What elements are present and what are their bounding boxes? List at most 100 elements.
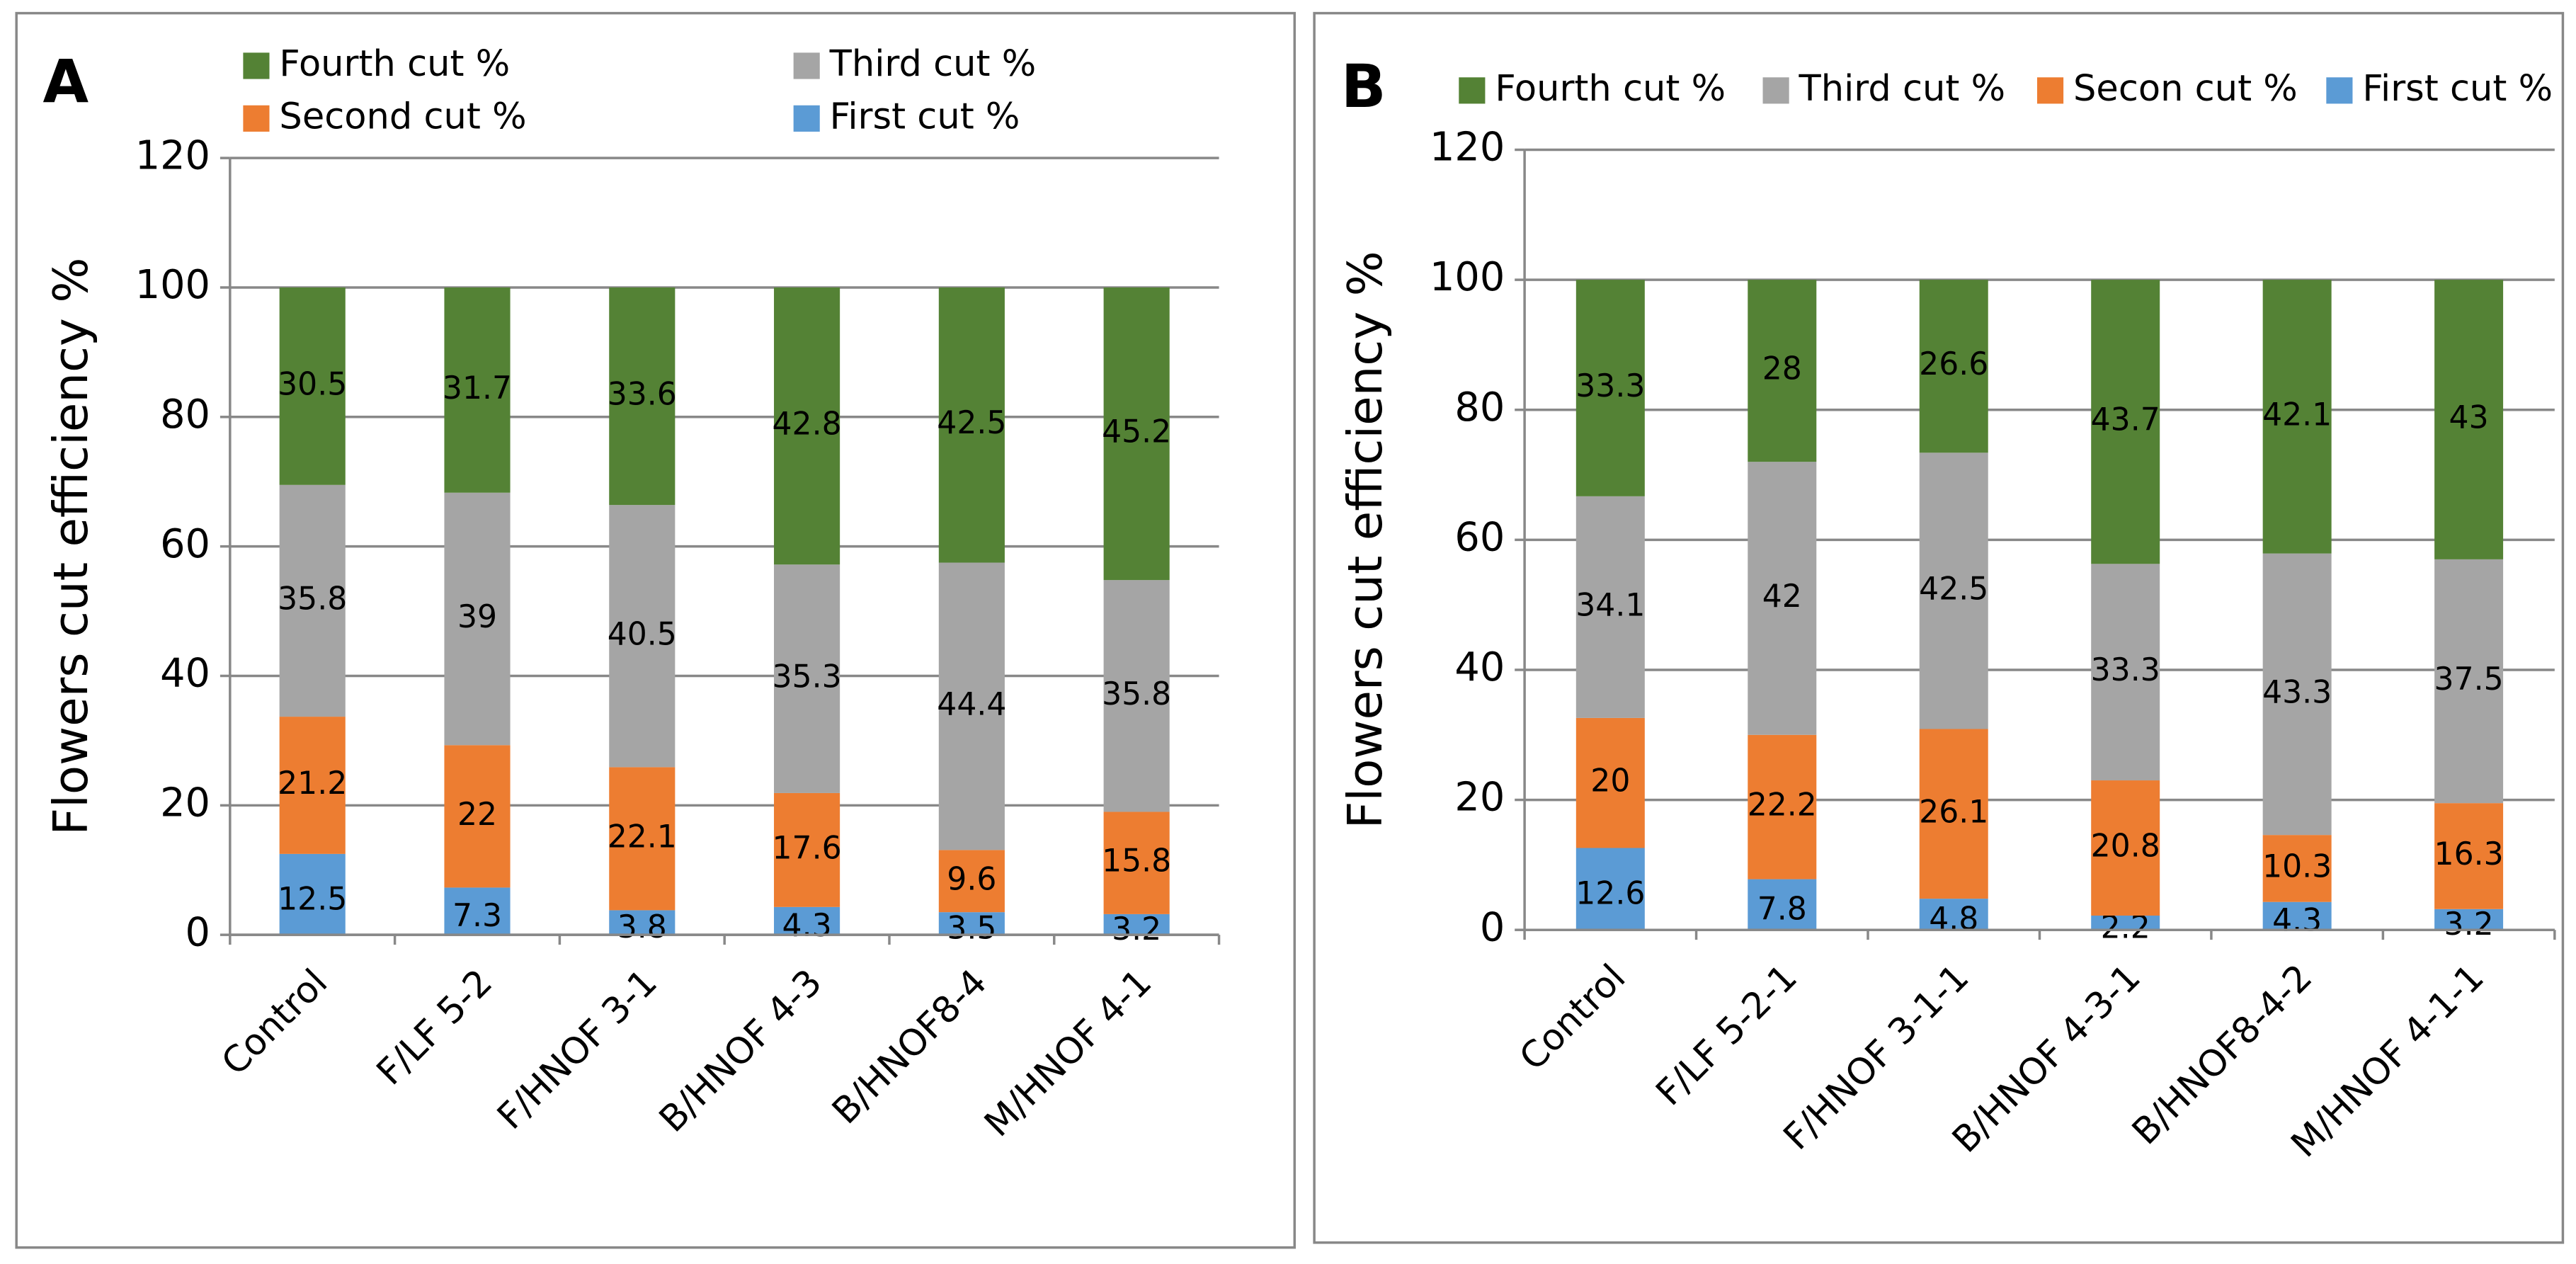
- data-label: 43.3: [2262, 674, 2332, 710]
- y-tick-label: 120: [135, 132, 210, 178]
- data-label: 26.1: [1919, 794, 1988, 830]
- y-tick-label: 40: [160, 651, 210, 697]
- panel-frame: [15, 11, 1296, 1249]
- bar-segment: [609, 505, 676, 768]
- bar-segment: [2262, 901, 2332, 930]
- x-tick-label: B/HNOF 4-3: [651, 962, 830, 1141]
- data-label: 15.8: [1102, 843, 1171, 879]
- data-label: 17.6: [773, 830, 842, 866]
- y-axis-title: Flowers cut efficiency %: [1337, 251, 1393, 829]
- legend-swatch: [2036, 77, 2064, 104]
- bar-segment: [2434, 803, 2504, 909]
- data-label: 7.8: [1757, 892, 1807, 928]
- bar-segment: [1575, 717, 1645, 848]
- x-tick-label: B/HNOF8-4: [825, 962, 996, 1132]
- data-label: 9.6: [947, 861, 996, 897]
- bar-segment: [1919, 280, 1988, 453]
- bar-segment: [279, 853, 346, 935]
- data-label: 42.5: [937, 405, 1006, 441]
- data-label: 4.3: [2272, 903, 2322, 939]
- x-tick-label: Control: [214, 962, 336, 1083]
- bar-segment: [1748, 879, 1817, 930]
- bar-segment: [2091, 564, 2160, 781]
- bar-segment: [2091, 780, 2160, 916]
- bar-segment: [2434, 559, 2504, 804]
- data-label: 42.8: [773, 406, 842, 443]
- data-label: 43.7: [2091, 402, 2160, 438]
- bar-segment: [279, 287, 346, 485]
- data-label: 35.8: [278, 581, 347, 617]
- data-label: 35.8: [1102, 676, 1171, 712]
- data-label: 35.3: [773, 659, 842, 695]
- x-tick-label: F/LF 5-2-1: [1648, 957, 1806, 1114]
- legend-label: First cut %: [830, 96, 1020, 137]
- legend-swatch: [243, 52, 270, 79]
- data-label: 20.8: [2091, 828, 2160, 864]
- bar-segment: [2091, 915, 2160, 930]
- x-tick-label: M/HNOF 4-1: [976, 962, 1160, 1145]
- bar-segment: [938, 287, 1005, 563]
- bar-segment: [1919, 899, 1988, 930]
- bar-segment: [609, 910, 676, 935]
- bar-segment: [1748, 280, 1817, 462]
- y-axis-title: Flowers cut efficiency %: [42, 258, 98, 836]
- data-label: 21.2: [278, 765, 347, 802]
- x-tick-label: F/LF 5-2: [369, 962, 501, 1093]
- bar-segment: [1103, 287, 1170, 581]
- legend-label: Second cut %: [279, 96, 526, 137]
- bar-segment: [774, 792, 840, 907]
- data-label: 39: [457, 599, 497, 635]
- legend-swatch: [243, 105, 270, 132]
- bar-segment: [1919, 729, 1988, 899]
- data-label: 22: [457, 797, 497, 833]
- legend-label: Third cut %: [829, 43, 1037, 85]
- bar-segment: [444, 287, 511, 493]
- bar-segment: [2262, 280, 2332, 554]
- bar-segment: [774, 564, 840, 793]
- legend-swatch: [2326, 77, 2353, 104]
- legend-label: Secon cut %: [2073, 68, 2298, 110]
- data-label: 26.6: [1919, 346, 1988, 382]
- data-label: 4.3: [782, 908, 832, 944]
- y-tick-label: 60: [1454, 514, 1505, 560]
- data-label: 3.2: [2444, 906, 2494, 943]
- bar-segment: [938, 850, 1005, 913]
- y-tick-label: 20: [160, 780, 210, 826]
- bar-segment: [1103, 580, 1170, 812]
- bar-segment: [938, 912, 1005, 935]
- data-label: 28: [1762, 351, 1802, 387]
- data-label: 33.3: [1575, 368, 1645, 404]
- bar-segment: [279, 717, 346, 854]
- bar-segment: [2091, 280, 2160, 564]
- data-label: 22.2: [1748, 787, 1817, 824]
- panel-label: B: [1341, 52, 1386, 121]
- bar-segment: [774, 287, 840, 565]
- y-tick-label: 100: [135, 262, 210, 308]
- bar-segment: [1575, 496, 1645, 718]
- y-tick-label: 20: [1454, 775, 1505, 821]
- bar-segment: [1575, 280, 1645, 496]
- data-label: 3.8: [617, 909, 667, 945]
- bar-segment: [1748, 734, 1817, 879]
- data-label: 45.2: [1102, 414, 1171, 450]
- data-label: 34.1: [1575, 587, 1645, 623]
- bar-segment: [279, 484, 346, 717]
- data-label: 42.1: [2262, 397, 2332, 433]
- data-label: 20: [1590, 763, 1630, 799]
- y-tick-label: 120: [1430, 125, 1505, 171]
- data-label: 43: [2449, 399, 2489, 435]
- data-label: 12.6: [1575, 876, 1645, 912]
- data-label: 3.5: [947, 910, 996, 946]
- y-tick-label: 0: [186, 909, 210, 955]
- legend-swatch: [793, 105, 820, 132]
- legend-label: Fourth cut %: [1495, 68, 1726, 110]
- legend-swatch: [793, 52, 820, 79]
- bar-segment: [1748, 462, 1817, 735]
- data-label: 37.5: [2434, 661, 2504, 698]
- data-label: 42.5: [1919, 571, 1988, 607]
- legend-swatch: [1459, 77, 1486, 104]
- panel-frame: [1313, 11, 2565, 1244]
- legend-label: First cut %: [2362, 68, 2553, 110]
- legend-label: Fourth cut %: [279, 43, 510, 85]
